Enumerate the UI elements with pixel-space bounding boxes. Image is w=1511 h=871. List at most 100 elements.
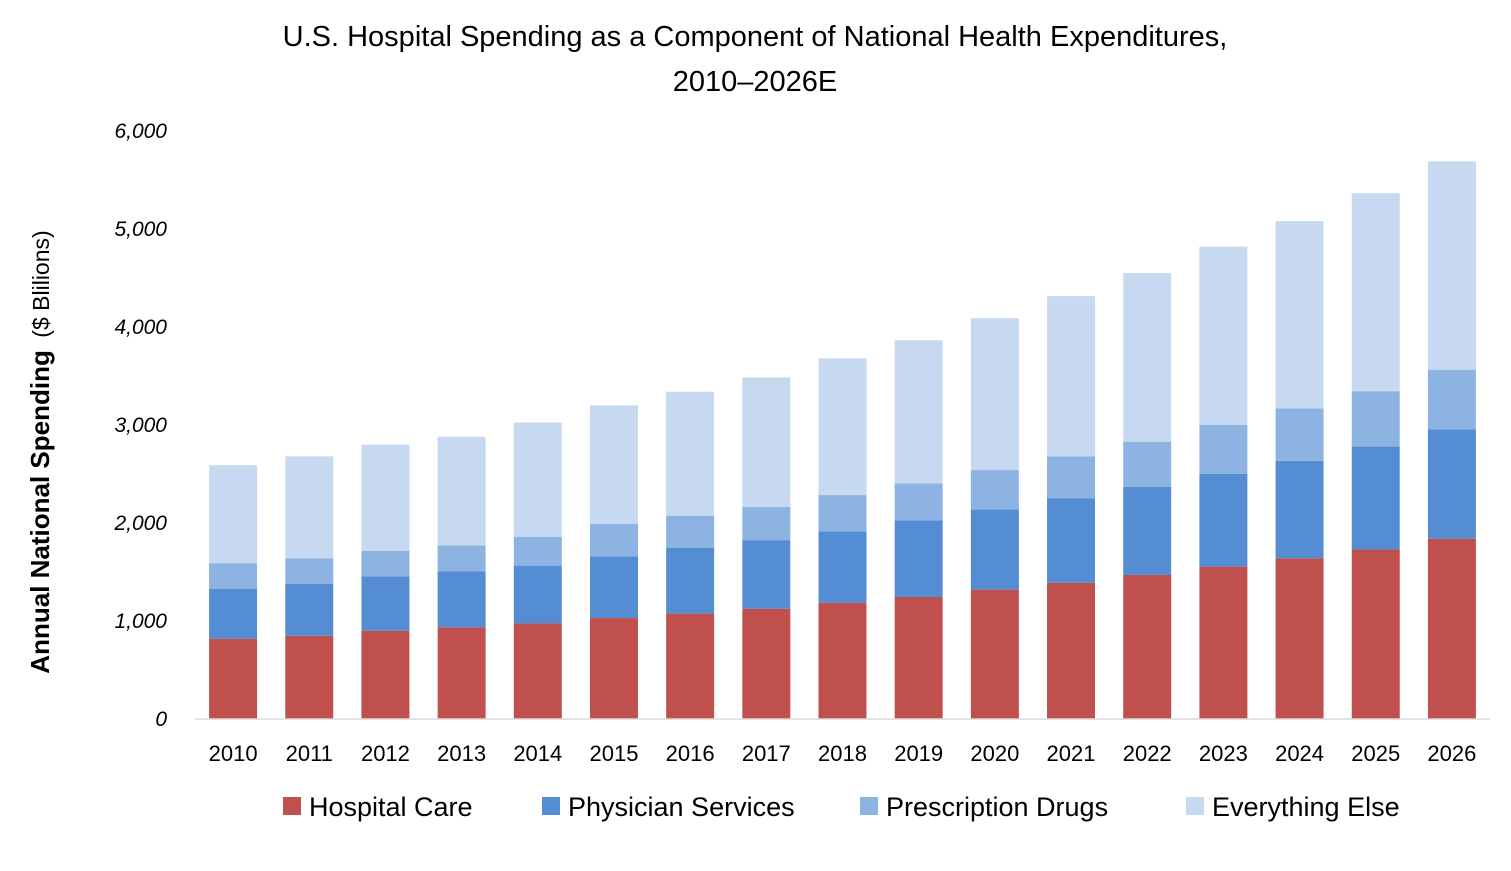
bar-physician-services-2023 bbox=[1199, 474, 1248, 567]
bar-physician-services-2018 bbox=[818, 531, 867, 603]
x-tick-label: 2024 bbox=[1275, 741, 1324, 766]
bar-everything-else-2014 bbox=[513, 422, 562, 537]
bar-prescription-drugs-2017 bbox=[742, 506, 791, 541]
bar-everything-else-2025 bbox=[1351, 193, 1400, 392]
bar-hospital-care-2011 bbox=[285, 635, 334, 719]
bar-everything-else-2015 bbox=[589, 405, 638, 524]
bar-hospital-care-2012 bbox=[361, 630, 410, 719]
bar-physician-services-2021 bbox=[1047, 498, 1096, 583]
x-tick-label: 2013 bbox=[437, 741, 486, 766]
bar-physician-services-2026 bbox=[1427, 429, 1476, 539]
bar-prescription-drugs-2026 bbox=[1427, 369, 1476, 430]
bar-physician-services-2015 bbox=[589, 556, 638, 619]
x-tick-label: 2011 bbox=[286, 741, 333, 766]
bar-everything-else-2017 bbox=[742, 377, 791, 507]
y-tick-label: 4,000 bbox=[114, 316, 167, 339]
bar-physician-services-2013 bbox=[437, 571, 486, 628]
bar-hospital-care-2017 bbox=[742, 608, 791, 719]
bar-physician-services-2016 bbox=[666, 547, 715, 614]
bar-hospital-care-2023 bbox=[1199, 566, 1248, 719]
chart-title-line-2: 2010–2026E bbox=[673, 66, 838, 98]
bar-everything-else-2019 bbox=[894, 340, 943, 484]
bar-everything-else-2023 bbox=[1199, 246, 1248, 425]
bar-prescription-drugs-2013 bbox=[437, 545, 486, 572]
bar-hospital-care-2020 bbox=[970, 589, 1019, 719]
bar-physician-services-2014 bbox=[513, 565, 562, 624]
legend-label-physician-services: Physician Services bbox=[568, 792, 795, 822]
legend-swatch-physician-services bbox=[542, 797, 560, 815]
x-tick-label: 2018 bbox=[818, 741, 867, 766]
x-tick-label: 2012 bbox=[361, 741, 410, 766]
y-tick-label: 2,000 bbox=[113, 512, 167, 535]
bar-prescription-drugs-2024 bbox=[1275, 408, 1324, 461]
bar-physician-services-2011 bbox=[285, 583, 334, 636]
x-tick-label: 2020 bbox=[970, 741, 1019, 766]
x-tick-label: 2022 bbox=[1123, 741, 1172, 766]
bar-hospital-care-2015 bbox=[589, 618, 638, 719]
bar-physician-services-2020 bbox=[970, 509, 1019, 590]
bar-everything-else-2026 bbox=[1427, 161, 1476, 370]
bar-prescription-drugs-2012 bbox=[361, 550, 410, 577]
bar-prescription-drugs-2022 bbox=[1123, 441, 1172, 487]
bar-hospital-care-2010 bbox=[209, 638, 258, 719]
x-tick-label: 2021 bbox=[1047, 741, 1096, 766]
bar-hospital-care-2013 bbox=[437, 627, 486, 719]
bar-everything-else-2021 bbox=[1047, 296, 1096, 457]
x-tick-label: 2010 bbox=[209, 741, 258, 766]
bar-hospital-care-2016 bbox=[666, 613, 715, 719]
bar-prescription-drugs-2023 bbox=[1199, 425, 1248, 474]
bar-physician-services-2017 bbox=[742, 540, 791, 609]
x-tick-label: 2017 bbox=[742, 741, 791, 766]
y-axis-label: Annual National Spending ($ Blilions) bbox=[25, 230, 55, 673]
bar-prescription-drugs-2020 bbox=[970, 470, 1019, 510]
x-tick-label: 2016 bbox=[666, 741, 715, 766]
bar-physician-services-2025 bbox=[1351, 446, 1400, 550]
bar-everything-else-2020 bbox=[970, 318, 1019, 471]
bar-prescription-drugs-2021 bbox=[1047, 456, 1096, 499]
bar-everything-else-2016 bbox=[666, 391, 715, 516]
bar-everything-else-2013 bbox=[437, 436, 486, 546]
bar-prescription-drugs-2014 bbox=[513, 536, 562, 566]
bar-prescription-drugs-2025 bbox=[1351, 391, 1400, 447]
bar-hospital-care-2022 bbox=[1123, 574, 1172, 719]
legend-swatch-hospital-care bbox=[283, 797, 301, 815]
y-tick-label: 1,000 bbox=[114, 610, 167, 633]
bar-prescription-drugs-2016 bbox=[666, 515, 715, 548]
legend-swatch-prescription-drugs bbox=[860, 797, 878, 815]
bar-everything-else-2012 bbox=[361, 444, 410, 551]
bar-hospital-care-2025 bbox=[1351, 549, 1400, 719]
bar-physician-services-2012 bbox=[361, 576, 410, 631]
y-tick-label: 0 bbox=[155, 708, 167, 731]
bar-everything-else-2022 bbox=[1123, 273, 1172, 442]
bar-physician-services-2024 bbox=[1275, 460, 1324, 559]
x-axis-ticks: 2010 2011 2012 2013 2014 2015 2016 2017 2018 2019… bbox=[209, 741, 1477, 766]
bar-physician-services-2010 bbox=[209, 588, 258, 639]
x-tick-label: 2023 bbox=[1199, 741, 1248, 766]
bar-everything-else-2011 bbox=[285, 456, 334, 559]
bar-physician-services-2022 bbox=[1123, 486, 1172, 575]
x-tick-label: 2025 bbox=[1351, 741, 1400, 766]
y-tick-label: 5,000 bbox=[114, 218, 167, 241]
y-tick-label: 6,000 bbox=[114, 120, 167, 143]
legend-label-hospital-care: Hospital Care bbox=[309, 792, 473, 822]
chart-title-line-1: U.S. Hospital Spending as a Component of… bbox=[283, 21, 1228, 53]
bar-prescription-drugs-2015 bbox=[589, 523, 638, 557]
y-axis-label-unit: ($ Blilions) bbox=[28, 230, 54, 337]
bar-everything-else-2024 bbox=[1275, 221, 1324, 409]
bar-physician-services-2019 bbox=[894, 520, 943, 597]
bar-hospital-care-2018 bbox=[818, 602, 867, 719]
bar-everything-else-2018 bbox=[818, 358, 867, 496]
legend-label-prescription-drugs: Prescription Drugs bbox=[886, 792, 1108, 822]
legend-swatch-everything-else bbox=[1186, 797, 1204, 815]
y-axis-ticks: 0 1,000 2,000 3,000 4,000 5,000 6,000 bbox=[113, 120, 167, 731]
x-tick-label: 2019 bbox=[894, 741, 943, 766]
bars bbox=[209, 161, 1476, 719]
bar-everything-else-2010 bbox=[209, 465, 258, 564]
bar-hospital-care-2019 bbox=[894, 596, 943, 719]
bar-prescription-drugs-2019 bbox=[894, 483, 943, 521]
bar-prescription-drugs-2018 bbox=[818, 495, 867, 532]
x-tick-label: 2014 bbox=[513, 741, 562, 766]
y-tick-label: 3,000 bbox=[114, 414, 167, 437]
bar-hospital-care-2014 bbox=[513, 623, 562, 719]
